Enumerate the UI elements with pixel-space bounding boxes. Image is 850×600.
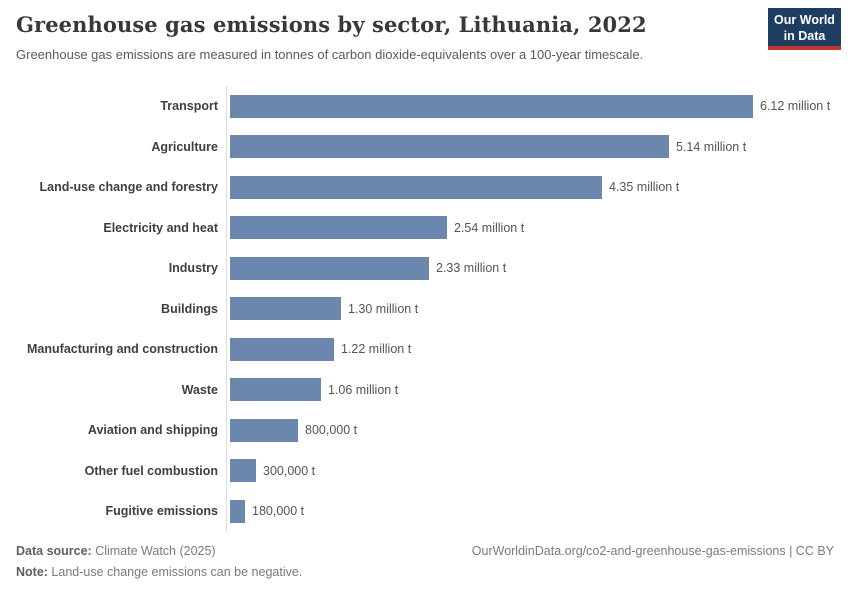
- value-label: 1.30 million t: [348, 301, 419, 316]
- plot-area: 2.33 million t: [226, 248, 834, 289]
- plot-area: 4.35 million t: [226, 167, 834, 208]
- chart-row: Aviation and shipping 800,000 t: [16, 410, 834, 451]
- owid-logo-line1: Our World: [774, 13, 835, 27]
- value-label: 2.33 million t: [436, 261, 507, 276]
- bar[interactable]: [230, 459, 256, 483]
- category-label: Other fuel combustion: [84, 463, 218, 478]
- chart-row: Electricity and heat 2.54 million t: [16, 207, 834, 248]
- note-line: Note: Land-use change emissions can be n…: [16, 565, 302, 579]
- value-label: 5.14 million t: [676, 139, 747, 154]
- plot-area: 1.30 million t: [226, 288, 834, 329]
- bar[interactable]: [230, 337, 334, 361]
- bar[interactable]: [230, 256, 429, 280]
- chart-footer: Data source: Climate Watch (2025) Note: …: [16, 544, 834, 586]
- category-label: Transport: [160, 99, 218, 114]
- owid-logo[interactable]: Our World in Data: [768, 8, 841, 50]
- chart-row: Buildings 1.30 million t: [16, 288, 834, 329]
- category-label: Land-use change and forestry: [39, 180, 218, 195]
- value-label: 2.54 million t: [454, 220, 525, 235]
- category-label: Aviation and shipping: [87, 423, 218, 438]
- footer-left: Data source: Climate Watch (2025) Note: …: [16, 544, 302, 586]
- plot-area: 2.54 million t: [226, 207, 834, 248]
- owid-logo-line2: in Data: [783, 29, 826, 44]
- bar[interactable]: [230, 378, 321, 402]
- value-label: 1.22 million t: [341, 342, 412, 357]
- data-source-label: Data source:: [16, 544, 92, 558]
- value-label: 800,000 t: [305, 423, 358, 438]
- category-label: Electricity and heat: [103, 220, 218, 235]
- data-source-text: Climate Watch (2025): [91, 544, 216, 558]
- bar[interactable]: [230, 297, 341, 321]
- plot-area: 5.14 million t: [226, 126, 834, 167]
- plot-area: 1.22 million t: [226, 329, 834, 370]
- bar[interactable]: [230, 94, 753, 118]
- note-text: Land-use change emissions can be negativ…: [47, 565, 303, 579]
- bar[interactable]: [230, 418, 298, 442]
- note-label: Note:: [16, 565, 48, 579]
- chart-row: Waste 1.06 million t: [16, 369, 834, 410]
- bar[interactable]: [230, 135, 669, 159]
- bar[interactable]: [230, 499, 245, 523]
- chart-row: Manufacturing and construction 1.22 milli…: [16, 329, 834, 370]
- plot-area: 180,000 t: [226, 491, 834, 532]
- value-label: 180,000 t: [252, 504, 305, 519]
- value-label: 300,000 t: [263, 463, 316, 478]
- chart-row: Transport 6.12 million t: [16, 86, 834, 127]
- chart-title: Greenhouse gas emissions by sector, Lith…: [16, 12, 647, 37]
- chart-row: Industry 2.33 million t: [16, 248, 834, 289]
- plot-area: 1.06 million t: [226, 369, 834, 410]
- value-label: 1.06 million t: [328, 382, 399, 397]
- bar[interactable]: [230, 175, 602, 199]
- data-source-line: Data source: Climate Watch (2025): [16, 544, 302, 558]
- chart-row: Land-use change and forestry 4.35 million…: [16, 167, 834, 208]
- chart-subtitle: Greenhouse gas emissions are measured in…: [16, 47, 644, 62]
- category-label: Manufacturing and construction: [27, 342, 218, 357]
- citation-link[interactable]: OurWorldinData.org/co2-and-greenhouse-ga…: [471, 544, 834, 558]
- plot-area: 300,000 t: [226, 450, 834, 491]
- chart-row: Other fuel combustion 300,000 t: [16, 450, 834, 491]
- category-label: Fugitive emissions: [105, 504, 218, 519]
- category-label: Waste: [181, 382, 218, 397]
- bar-chart: Transport 6.12 million t Agriculture 5.14 m…: [16, 86, 834, 532]
- plot-area: 6.12 million t: [226, 86, 834, 127]
- category-label: Agriculture: [151, 139, 218, 154]
- bar[interactable]: [230, 216, 447, 240]
- value-label: 6.12 million t: [760, 99, 831, 114]
- chart-row: Agriculture 5.14 million t: [16, 126, 834, 167]
- category-label: Buildings: [161, 301, 218, 316]
- plot-area: 800,000 t: [226, 410, 834, 451]
- value-label: 4.35 million t: [609, 180, 680, 195]
- chart-header: Greenhouse gas emissions by sector, Lith…: [16, 8, 841, 62]
- category-label: Industry: [168, 261, 218, 276]
- chart-row: Fugitive emissions 180,000 t: [16, 491, 834, 532]
